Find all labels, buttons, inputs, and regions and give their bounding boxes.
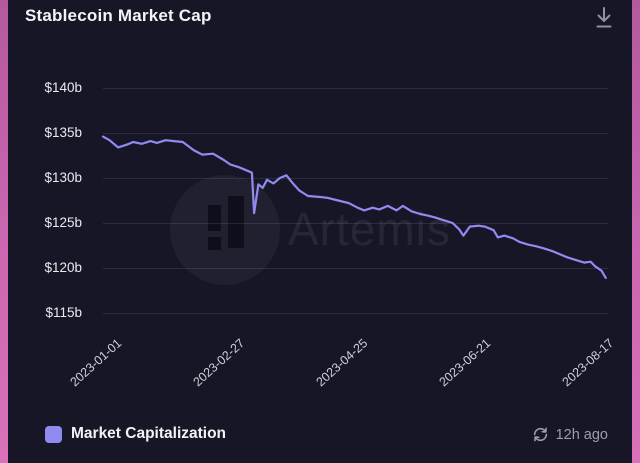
card-footer: Market Capitalization 12h ago <box>8 411 632 463</box>
y-axis-tick-label: $130b <box>44 170 82 185</box>
refresh-icon[interactable] <box>532 426 549 443</box>
x-axis-tick-label: 2023-02-27 <box>190 336 248 390</box>
x-axis-tick-label: 2023-04-25 <box>313 336 371 390</box>
artemis-logo-icon <box>170 175 280 285</box>
gridline <box>103 87 608 89</box>
gridline <box>103 132 608 134</box>
last-updated: 12h ago <box>532 426 608 443</box>
legend-label: Market Capitalization <box>71 425 227 442</box>
chart-title: Stablecoin Market Cap <box>25 6 212 25</box>
chart-card: Stablecoin Market Cap <box>8 0 632 463</box>
y-axis-tick-label: $125b <box>44 215 82 230</box>
legend-swatch <box>45 425 62 443</box>
gridline <box>103 177 608 179</box>
download-button[interactable] <box>592 4 618 32</box>
chart-canvas[interactable] <box>8 42 632 342</box>
legend: Market Capitalization <box>45 425 226 443</box>
last-updated-text: 12h ago <box>555 426 608 443</box>
y-axis-tick-label: $140b <box>44 80 82 95</box>
y-axis-tick-label: $135b <box>44 125 82 140</box>
artemis-watermark-text: Artemis <box>288 203 451 255</box>
x-axis-tick-label: 2023-08-17 <box>559 336 617 390</box>
market-cap-line <box>101 135 607 279</box>
gridline <box>103 267 608 269</box>
download-icon <box>594 6 616 30</box>
gridline <box>103 312 608 314</box>
x-axis-tick-label: 2023-01-01 <box>67 336 125 390</box>
y-axis-tick-label: $120b <box>44 260 82 275</box>
card-header: Stablecoin Market Cap <box>8 0 632 42</box>
y-axis-tick-label: $115b <box>45 305 82 320</box>
chart-plot-area: Artemis $140b $135b $130b $125b $120b $115b 20… <box>8 42 632 389</box>
x-axis-tick-label: 2023-06-21 <box>436 336 494 390</box>
gridline <box>103 222 608 224</box>
